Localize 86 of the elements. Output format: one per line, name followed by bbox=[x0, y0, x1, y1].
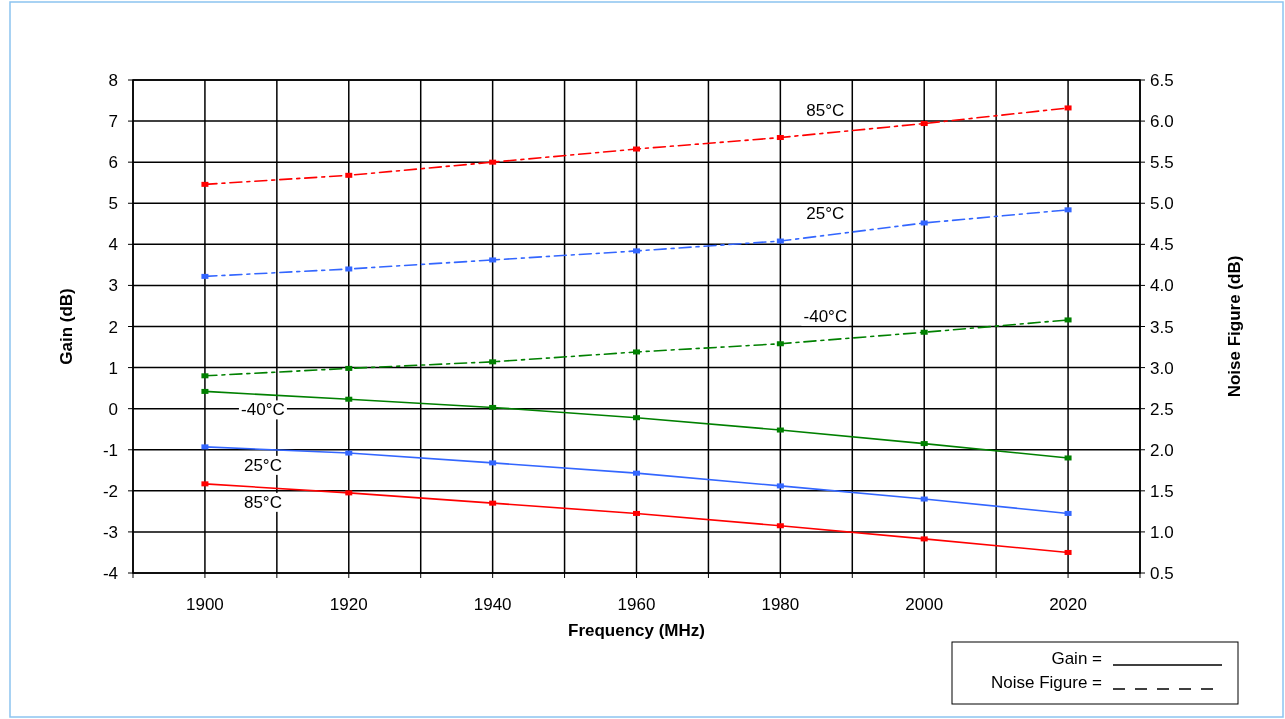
y-tick-label: -3 bbox=[102, 522, 118, 542]
x-tick-label: 2020 bbox=[1049, 595, 1087, 614]
y2-tick-label: 0.5 bbox=[1150, 564, 1174, 583]
point bbox=[1064, 549, 1072, 555]
point bbox=[345, 396, 353, 402]
point bbox=[776, 483, 784, 489]
point bbox=[920, 220, 928, 226]
point bbox=[489, 359, 497, 365]
y-tick-label: -2 bbox=[102, 481, 118, 501]
y-tick-label: 2 bbox=[108, 317, 118, 337]
y-tick-label: 7 bbox=[108, 112, 118, 132]
y2-tick-label: 5.0 bbox=[1150, 194, 1174, 214]
point bbox=[920, 536, 928, 542]
series-label: -40°C bbox=[803, 306, 848, 326]
y2-tick-label: 1.0 bbox=[1150, 522, 1174, 542]
point bbox=[345, 172, 353, 178]
point bbox=[920, 121, 928, 127]
series-label: 25°C bbox=[243, 455, 282, 475]
point bbox=[920, 441, 928, 447]
point bbox=[201, 388, 209, 394]
point bbox=[201, 373, 209, 379]
y-tick-label: -4 bbox=[102, 564, 118, 583]
text: Noise Figure = bbox=[990, 673, 1103, 692]
point bbox=[776, 523, 784, 529]
point bbox=[920, 496, 928, 502]
series-label: -40°C bbox=[241, 400, 285, 420]
point bbox=[776, 135, 784, 141]
point bbox=[345, 490, 353, 496]
point bbox=[1064, 317, 1072, 323]
y2-axis-title: Noise Figure (dB) bbox=[1225, 255, 1244, 398]
x-tick-label: 1960 bbox=[617, 595, 656, 614]
text: Gain = bbox=[1051, 649, 1103, 668]
point bbox=[345, 450, 353, 456]
y2-tick-label: 6.0 bbox=[1150, 112, 1174, 132]
point bbox=[776, 341, 784, 347]
y2-tick-label: 2.5 bbox=[1150, 399, 1174, 419]
y-tick-label: 6 bbox=[108, 153, 118, 173]
point bbox=[489, 500, 497, 506]
point bbox=[345, 266, 353, 272]
point bbox=[1064, 510, 1072, 516]
point bbox=[489, 404, 497, 410]
y-axis-title: Gain (dB) bbox=[57, 288, 76, 365]
y-tick-label: 5 bbox=[108, 194, 118, 214]
point bbox=[201, 444, 209, 450]
point bbox=[633, 248, 640, 254]
point bbox=[633, 349, 640, 355]
point bbox=[489, 159, 497, 165]
x-tick-label: 2000 bbox=[905, 595, 944, 614]
x-tick-label: 1940 bbox=[473, 595, 512, 614]
x-tick-label: 1920 bbox=[329, 595, 368, 614]
point bbox=[776, 427, 784, 433]
point bbox=[201, 481, 209, 487]
y2-tick-label: 3.0 bbox=[1150, 358, 1174, 378]
y-tick-label: 1 bbox=[108, 358, 118, 378]
x-tick-label: 1980 bbox=[761, 595, 800, 614]
y2-tick-label: 3.5 bbox=[1150, 317, 1174, 337]
point bbox=[489, 257, 497, 263]
y2-tick-label: 4.0 bbox=[1150, 276, 1174, 296]
x-axis-title: Frequency (MHz) bbox=[568, 621, 705, 640]
y-tick-label: -1 bbox=[102, 440, 118, 460]
point bbox=[633, 415, 640, 421]
point bbox=[633, 510, 640, 516]
y2-tick-label: 5.5 bbox=[1150, 153, 1174, 173]
y2-tick-label: 4.5 bbox=[1150, 235, 1174, 255]
point bbox=[920, 329, 928, 335]
series-label: 25°C bbox=[806, 204, 845, 224]
point bbox=[1064, 105, 1072, 111]
y-tick-label: 3 bbox=[108, 276, 118, 296]
y2-tick-label: 6.5 bbox=[1150, 71, 1174, 90]
point bbox=[345, 365, 353, 371]
point bbox=[201, 273, 209, 279]
point bbox=[776, 238, 784, 244]
y2-tick-label: 2.0 bbox=[1150, 440, 1174, 460]
point bbox=[1064, 207, 1072, 213]
point bbox=[1064, 455, 1072, 461]
series-label: 85°C bbox=[806, 100, 845, 120]
y2-tick-label: 1.5 bbox=[1150, 481, 1174, 501]
point bbox=[633, 470, 640, 476]
point bbox=[633, 146, 640, 152]
y-tick-label: 4 bbox=[108, 235, 118, 255]
point bbox=[201, 181, 209, 187]
series-label: 85°C bbox=[243, 492, 282, 512]
y-tick-label: 0 bbox=[108, 399, 118, 419]
point bbox=[489, 460, 497, 466]
y-tick-label: 8 bbox=[108, 71, 118, 90]
x-tick-label: 1900 bbox=[186, 595, 224, 614]
